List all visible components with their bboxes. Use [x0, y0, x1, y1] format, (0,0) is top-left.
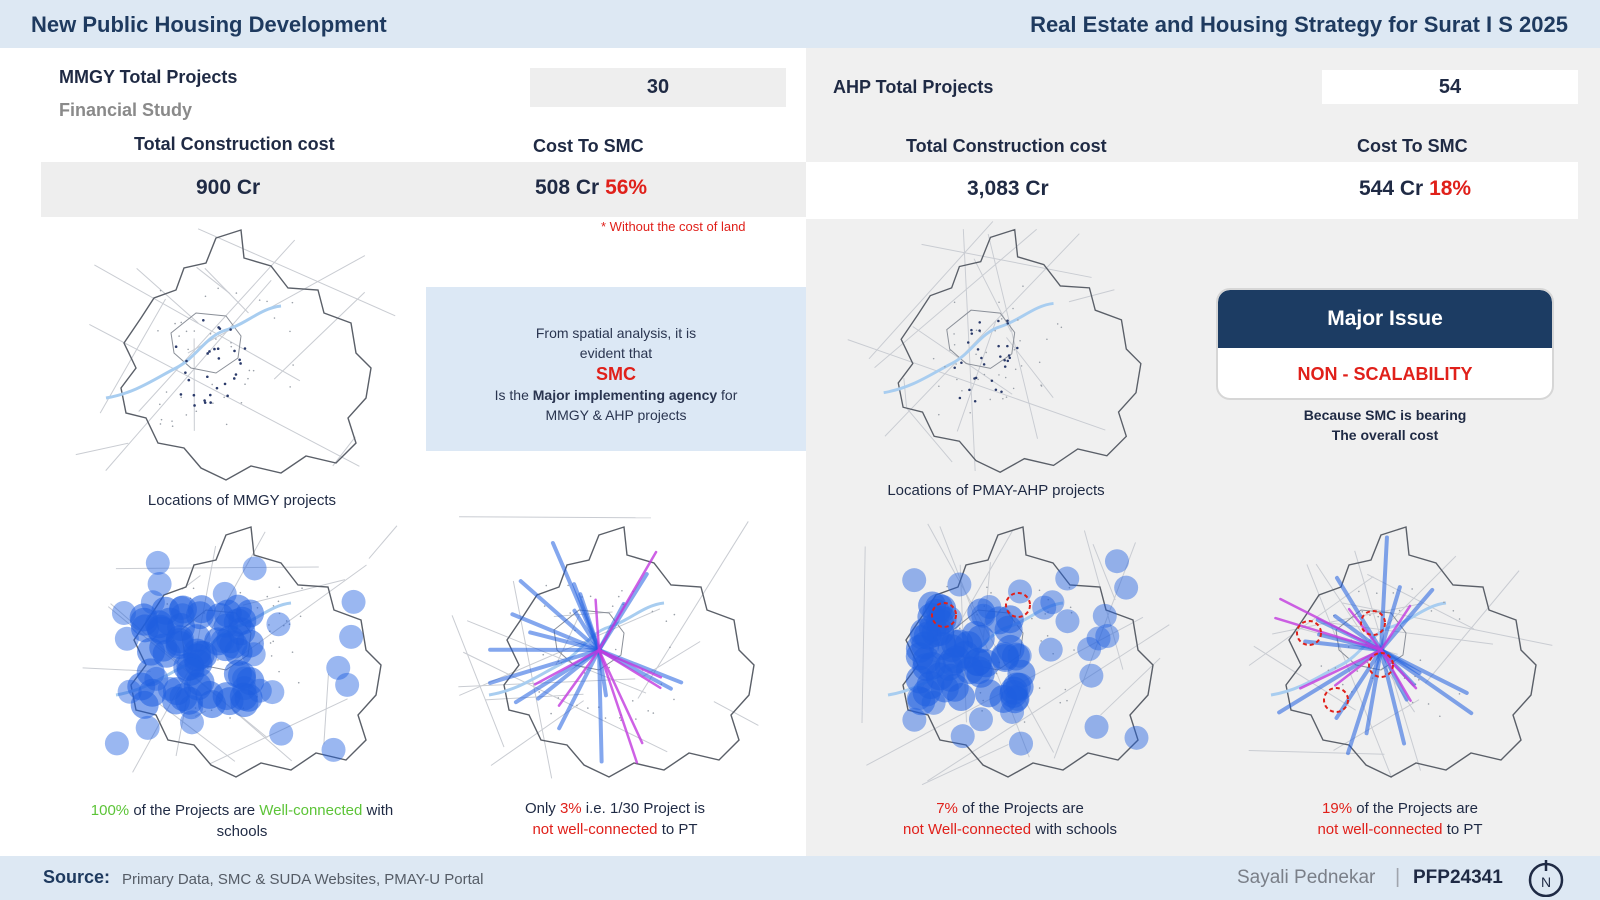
ahp-construction-cost-label: Total Construction cost	[906, 136, 1107, 156]
major-issue-card: Major Issue NON - SCALABILITY	[1216, 288, 1554, 400]
report-title: Real Estate and Housing Strategy for Sur…	[1030, 12, 1568, 37]
spatial-analysis-box: From spatial analysis, it is evident tha…	[426, 287, 806, 451]
ahp-schools-caption: 7% of the Projects are not Well-connecte…	[902, 800, 1117, 838]
mmgy-schools-caption: 100% of the Projects are Well-connected …	[90, 802, 394, 840]
mmgy-cost-to-smc-label: Cost To SMC	[533, 136, 644, 156]
mmgy-cost-to-smc-value: 508 Cr 56%	[535, 176, 648, 199]
source-label: Source:	[43, 867, 111, 887]
author-name: Sayali Pednekar	[1237, 867, 1376, 888]
info-line-4: MMGY & AHP projects	[545, 407, 687, 423]
info-line-1: From spatial analysis, it is	[535, 325, 697, 341]
mmgy-construction-cost-label: Total Construction cost	[134, 134, 335, 154]
north-arrow-icon: N	[1528, 860, 1564, 897]
mmgy-schools-map	[82, 525, 398, 778]
header-bar: New Public Housing Development Real Esta…	[0, 0, 1600, 48]
info-smc: SMC	[596, 364, 636, 384]
page-title: New Public Housing Development	[31, 12, 387, 37]
ahp-total-projects-label: AHP Total Projects	[833, 77, 994, 97]
svg-text:N: N	[1541, 874, 1551, 890]
mmgy-locations-caption: Locations of MMGY projects	[147, 492, 337, 509]
mmgy-cost-percent: 56%	[605, 176, 648, 199]
ahp-transit-map	[1248, 526, 1553, 779]
mmgy-total-projects-label: MMGY Total Projects	[59, 67, 238, 87]
major-issue-title: Major Issue	[1218, 290, 1552, 348]
mmgy-total-projects-value: 30	[530, 68, 786, 107]
ahp-construction-cost-value: 3,083 Cr	[967, 177, 1049, 200]
source-text: Primary Data, SMC & SUDA Websites, PMAY-…	[122, 871, 484, 888]
footer-separator: |	[1395, 866, 1401, 888]
ahp-transit-caption: 19% of the Projects are not well-connect…	[1317, 800, 1483, 838]
mmgy-transit-map	[451, 516, 759, 779]
financial-study-label: Financial Study	[59, 100, 193, 120]
land-cost-note: * Without the cost of land	[601, 219, 746, 234]
major-issue-value: NON - SCALABILITY	[1297, 364, 1473, 384]
mmgy-cost-strip: 900 Cr 508 Cr 56%	[41, 162, 806, 217]
mmgy-locations-map	[75, 228, 396, 481]
major-issue-explanation: Because SMC is bearing The overall cost	[1303, 407, 1467, 443]
ahp-cost-to-smc-label: Cost To SMC	[1357, 136, 1468, 156]
footer-bar: Source: Primary Data, SMC & SUDA Website…	[0, 856, 1600, 900]
info-line-2: evident that	[579, 345, 653, 361]
ahp-cost-strip: 3,083 Cr 544 Cr 18%	[806, 162, 1578, 219]
ahp-schools-map	[861, 523, 1170, 785]
student-code: PFP24341	[1413, 867, 1503, 888]
mmgy-construction-cost-value: 900 Cr	[196, 176, 261, 199]
ahp-cost-percent: 18%	[1429, 177, 1472, 200]
mmgy-transit-caption: Only 3% i.e. 1/30 Project is not well-co…	[524, 800, 706, 838]
ahp-total-projects-value: 54	[1322, 70, 1578, 104]
ahp-cost-to-smc-value: 544 Cr 18%	[1359, 177, 1472, 200]
ahp-locations-map	[847, 221, 1142, 474]
info-line-3: Is the Major implementing agency for	[494, 387, 738, 403]
ahp-locations-caption: Locations of PMAY-AHP projects	[887, 482, 1105, 499]
